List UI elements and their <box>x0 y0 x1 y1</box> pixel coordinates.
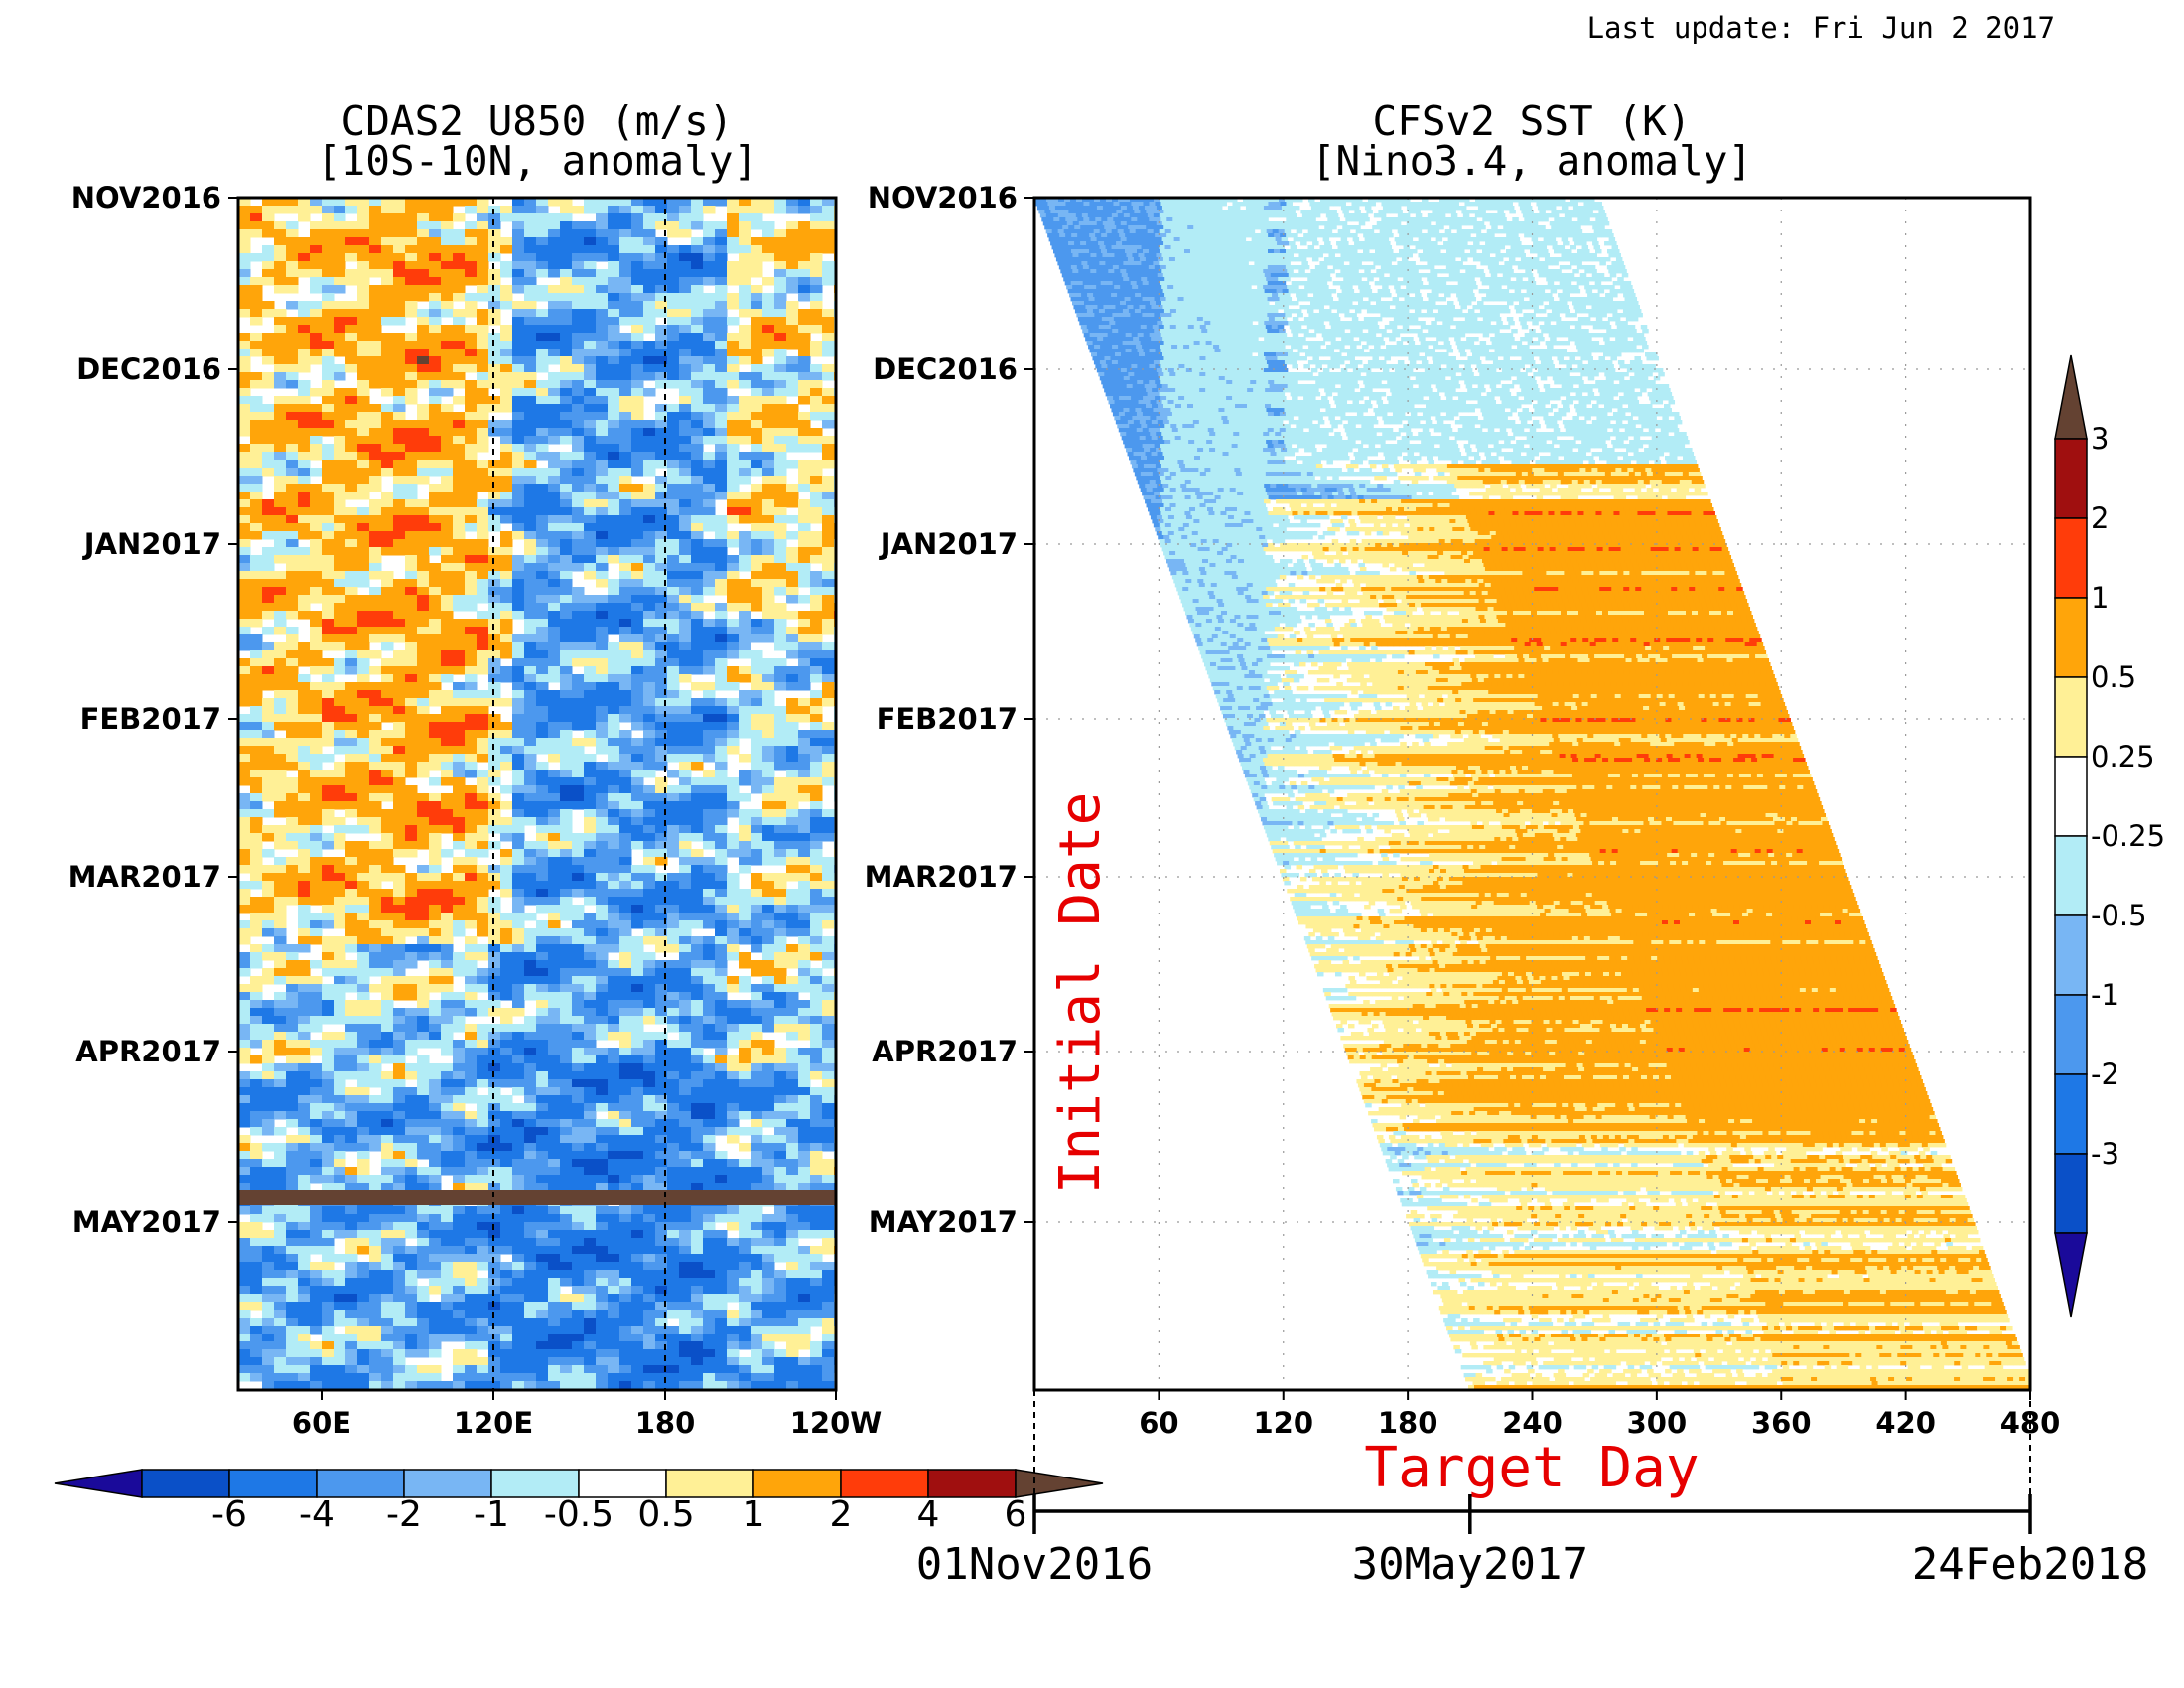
sst-colorbar-label: 2 <box>2091 501 2109 535</box>
sst-ytick-label: FEB2017 <box>877 702 1018 736</box>
u850-xtick-label: 120W <box>790 1406 883 1440</box>
u850-frame <box>236 196 838 1392</box>
sst-colorbar-label: 3 <box>2091 422 2109 456</box>
u850-panel: CDAS2 U850 (m/s) [10S-10N, anomaly] NOV2… <box>54 97 1104 1535</box>
sst-colorbar-label: -0.25 <box>2091 819 2165 853</box>
sst-colorbar-swatch <box>2054 1153 2088 1234</box>
u850-colorbar-label: -0.5 <box>544 1494 614 1535</box>
u850-colorbar-label: -1 <box>474 1494 509 1535</box>
u850-xtick-label: 120E <box>454 1406 533 1440</box>
u850-ytick-label: NOV2016 <box>71 181 221 214</box>
u850-colorbar-swatch <box>403 1469 492 1498</box>
sst-colorbar-swatch <box>2054 756 2088 837</box>
u850-colorbar-swatch <box>316 1469 405 1498</box>
sst-colorbar-swatch <box>2054 676 2088 758</box>
sst-panel: CFSv2 SST (K) [Nino3.4, anomaly] Initial… <box>865 97 2165 1590</box>
sst-colorbar-swatch <box>2054 914 2088 996</box>
u850-colorbar-label: -6 <box>211 1494 247 1535</box>
u850-xtick-label: 180 <box>635 1406 696 1440</box>
sst-date-label: 01Nov2016 <box>916 1539 1153 1590</box>
last-update-text: Last update: Fri Jun 2 2017 <box>1587 11 2055 45</box>
u850-ytick-label: MAY2017 <box>72 1205 221 1239</box>
sst-xtick-label: 60 <box>1139 1406 1178 1440</box>
u850-ytick-label: JAN2017 <box>82 527 221 561</box>
sst-colorbar-label: -1 <box>2091 978 2119 1012</box>
u850-heatmap <box>238 198 836 1390</box>
sst-xtick-label: 420 <box>1875 1406 1936 1440</box>
sst-ytick-label: APR2017 <box>872 1035 1018 1068</box>
sst-colorbar-swatch <box>2054 517 2088 599</box>
sst-ylabel: Initial Date <box>1048 792 1113 1195</box>
sst-colorbar-swatch <box>2054 994 2088 1075</box>
u850-colorbar-arrow-high <box>1015 1469 1104 1498</box>
sst-heatmap <box>1034 198 2030 1390</box>
sst-ytick-label: MAY2017 <box>869 1205 1018 1239</box>
sst-date-label: 24Feb2018 <box>1912 1539 2148 1590</box>
u850-ytick-label: MAR2017 <box>68 860 221 894</box>
u850-colorbar-label: 2 <box>830 1494 853 1535</box>
u850-colorbar-swatch <box>752 1469 842 1498</box>
u850-ytick-label: APR2017 <box>75 1035 221 1068</box>
sst-ytick-label: JAN2017 <box>879 527 1018 561</box>
sst-ytick-label: MAR2017 <box>865 860 1018 894</box>
sst-colorbar-label: 1 <box>2091 581 2109 615</box>
u850-colorbar-arrow-low <box>54 1469 143 1498</box>
u850-subtitle: [10S-10N, anomaly] <box>317 137 757 185</box>
u850-colorbar-swatch <box>490 1469 580 1498</box>
sst-date-axis: 01Nov2016 30May2017 24Feb2018 <box>916 1390 2148 1590</box>
u850-colorbar-label: 6 <box>1005 1494 1027 1535</box>
sst-colorbar-label: 0.5 <box>2091 660 2136 694</box>
sst-xtick-label: 240 <box>1502 1406 1563 1440</box>
sst-colorbar-label: -2 <box>2091 1057 2119 1091</box>
sst-colorbar-swatch <box>2054 597 2088 678</box>
sst-xtick-label: 300 <box>1627 1406 1688 1440</box>
u850-title: CDAS2 U850 (m/s) <box>341 97 734 145</box>
u850-colorbar-label: 1 <box>743 1494 765 1535</box>
u850-ytick-label: FEB2017 <box>80 702 221 736</box>
u850-highlight-row <box>238 1190 836 1205</box>
sst-subtitle: [Nino3.4, anomaly] <box>1311 137 1752 185</box>
sst-colorbar-swatch <box>2054 438 2088 519</box>
sst-date-label: 30May2017 <box>1352 1539 1588 1590</box>
sst-colorbar-label: 0.25 <box>2091 740 2155 774</box>
u850-colorbar-swatch <box>927 1469 1017 1498</box>
u850-colorbar-label: 4 <box>917 1494 940 1535</box>
sst-xtick-label: 360 <box>1751 1406 1812 1440</box>
sst-xtick-label: 120 <box>1253 1406 1313 1440</box>
sst-xtick-label: 180 <box>1378 1406 1438 1440</box>
sst-xlabel: Target Day <box>1364 1436 1699 1500</box>
sst-colorbar-label: -3 <box>2091 1137 2119 1171</box>
u850-ytick-label: DEC2016 <box>76 352 221 386</box>
u850-xtick-label: 60E <box>292 1406 351 1440</box>
sst-colorbar-swatch <box>2054 1073 2088 1155</box>
sst-gridlines <box>1034 198 2030 1390</box>
u850-colorbar-swatch <box>840 1469 929 1498</box>
u850-colorbar-swatch <box>141 1469 230 1498</box>
sst-colorbar-arrow-low <box>2054 1232 2088 1318</box>
sst-colorbar-arrow-high <box>2054 354 2088 440</box>
u850-colorbar-swatch <box>228 1469 318 1498</box>
u850-colorbar-label: -4 <box>299 1494 335 1535</box>
sst-title: CFSv2 SST (K) <box>1373 97 1692 145</box>
u850-colorbar-label: 0.5 <box>637 1494 694 1535</box>
u850-colorbar-swatch <box>665 1469 754 1498</box>
sst-colorbar-label: -0.5 <box>2091 899 2147 932</box>
sst-colorbar-swatch <box>2054 835 2088 916</box>
sst-ytick-label: DEC2016 <box>873 352 1018 386</box>
u850-colorbar-label: -2 <box>386 1494 422 1535</box>
u850-colorbar-swatch <box>578 1469 667 1498</box>
sst-ytick-label: NOV2016 <box>868 181 1018 214</box>
